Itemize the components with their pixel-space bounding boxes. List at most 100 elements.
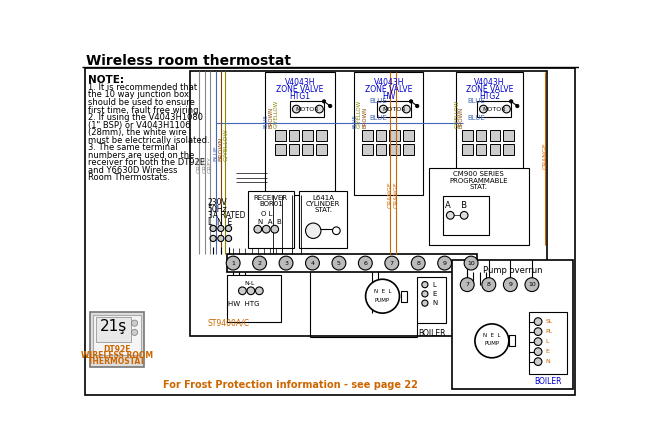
Text: 3: 3 bbox=[284, 261, 288, 266]
Circle shape bbox=[255, 287, 263, 295]
Circle shape bbox=[461, 211, 468, 219]
Circle shape bbox=[516, 105, 519, 108]
Circle shape bbox=[525, 278, 539, 291]
Circle shape bbox=[475, 324, 509, 358]
Circle shape bbox=[306, 256, 319, 270]
Circle shape bbox=[218, 225, 224, 232]
Text: 50Hz: 50Hz bbox=[208, 205, 228, 214]
Text: BROWN: BROWN bbox=[268, 106, 273, 127]
Text: MOTOR: MOTOR bbox=[482, 106, 506, 112]
Bar bbox=[490, 144, 501, 155]
Bar bbox=[442, 196, 489, 235]
Bar bbox=[190, 72, 548, 336]
Text: GREY: GREY bbox=[197, 156, 202, 173]
Text: V4043H: V4043H bbox=[474, 78, 505, 87]
Text: BROWN: BROWN bbox=[362, 106, 367, 127]
Circle shape bbox=[306, 223, 321, 238]
Text: RECEIVER: RECEIVER bbox=[254, 194, 288, 201]
Circle shape bbox=[253, 256, 266, 270]
Text: BROWN: BROWN bbox=[459, 106, 463, 127]
Text: BLUE: BLUE bbox=[352, 114, 357, 127]
Text: 7: 7 bbox=[390, 261, 394, 266]
Bar bbox=[288, 130, 299, 141]
Bar bbox=[275, 144, 286, 155]
Text: HW  HTG: HW HTG bbox=[228, 301, 260, 307]
Text: STAT.: STAT. bbox=[470, 184, 488, 190]
Bar bbox=[303, 130, 313, 141]
Text: ORANGE: ORANGE bbox=[542, 143, 548, 169]
Text: 4: 4 bbox=[310, 261, 315, 266]
Text: G/YELLOW: G/YELLOW bbox=[454, 99, 459, 127]
Circle shape bbox=[412, 256, 425, 270]
Bar bbox=[288, 144, 299, 155]
Text: the 10 way junction box: the 10 way junction box bbox=[88, 90, 190, 99]
Bar bbox=[462, 144, 473, 155]
Text: V4043H: V4043H bbox=[373, 78, 404, 87]
Text: 3A RATED: 3A RATED bbox=[208, 211, 245, 220]
Text: NOTE:: NOTE: bbox=[88, 75, 124, 85]
Text: N  A  B: N A B bbox=[258, 219, 282, 225]
Bar bbox=[266, 72, 335, 195]
Circle shape bbox=[322, 100, 326, 103]
Text: SL: SL bbox=[546, 319, 553, 324]
Circle shape bbox=[332, 227, 340, 235]
Text: L641A: L641A bbox=[312, 194, 334, 201]
Text: 2: 2 bbox=[257, 261, 262, 266]
Text: 8: 8 bbox=[416, 261, 420, 266]
Text: (1" BSP) or V4043H1106: (1" BSP) or V4043H1106 bbox=[88, 121, 191, 130]
Bar bbox=[227, 254, 477, 272]
Bar bbox=[490, 130, 501, 141]
Bar bbox=[375, 144, 386, 155]
Bar bbox=[354, 72, 423, 195]
Text: first time, fault free wiring.: first time, fault free wiring. bbox=[88, 105, 201, 114]
Text: BOR01: BOR01 bbox=[259, 201, 283, 207]
Circle shape bbox=[292, 105, 300, 113]
Text: G/YELLOW: G/YELLOW bbox=[273, 99, 278, 127]
Text: PROGRAMMABLE: PROGRAMMABLE bbox=[450, 177, 508, 184]
Bar bbox=[509, 335, 515, 346]
Text: 1: 1 bbox=[231, 261, 235, 266]
Circle shape bbox=[271, 225, 279, 233]
Text: THERMOSTAT: THERMOSTAT bbox=[88, 357, 146, 366]
Text: PUMP: PUMP bbox=[484, 342, 499, 346]
Bar bbox=[362, 144, 373, 155]
Bar bbox=[377, 101, 411, 117]
Text: ORANGE: ORANGE bbox=[388, 181, 393, 208]
Text: CM900 SERIES: CM900 SERIES bbox=[453, 172, 504, 177]
Circle shape bbox=[410, 100, 413, 103]
Circle shape bbox=[461, 278, 474, 291]
Text: L: L bbox=[433, 282, 437, 287]
Text: CYLINDER: CYLINDER bbox=[306, 201, 341, 207]
Circle shape bbox=[438, 256, 452, 270]
Circle shape bbox=[534, 328, 542, 335]
Circle shape bbox=[279, 256, 293, 270]
Text: BLUE: BLUE bbox=[370, 115, 387, 122]
Text: GREY: GREY bbox=[208, 156, 213, 173]
Text: 9: 9 bbox=[508, 282, 512, 287]
Text: HW: HW bbox=[382, 92, 395, 101]
Text: N: N bbox=[546, 359, 551, 364]
Text: 8: 8 bbox=[487, 282, 491, 287]
Text: L  N  E: L N E bbox=[208, 219, 232, 228]
Text: O L: O L bbox=[261, 211, 272, 218]
Text: STAT.: STAT. bbox=[314, 207, 332, 213]
Circle shape bbox=[359, 256, 372, 270]
Bar bbox=[366, 291, 372, 302]
Text: BLUE: BLUE bbox=[213, 146, 219, 161]
Circle shape bbox=[210, 236, 216, 241]
Bar bbox=[477, 101, 511, 117]
Text: 2. If using the V4043H1080: 2. If using the V4043H1080 bbox=[88, 113, 203, 122]
Text: BLUE: BLUE bbox=[467, 115, 485, 122]
Text: BOILER: BOILER bbox=[418, 329, 446, 338]
Bar bbox=[476, 130, 486, 141]
Text: G/YELLOW: G/YELLOW bbox=[223, 129, 228, 161]
Text: MOTOR: MOTOR bbox=[382, 106, 406, 112]
Bar bbox=[96, 317, 131, 342]
Bar bbox=[290, 101, 324, 117]
Text: and Y6630D Wireless: and Y6630D Wireless bbox=[88, 166, 178, 175]
Text: receiver for both the DT92E: receiver for both the DT92E bbox=[88, 158, 205, 167]
Text: WIRELESS ROOM: WIRELESS ROOM bbox=[81, 351, 153, 360]
Text: ORANGE: ORANGE bbox=[393, 181, 398, 208]
Circle shape bbox=[422, 300, 428, 306]
Circle shape bbox=[482, 278, 496, 291]
